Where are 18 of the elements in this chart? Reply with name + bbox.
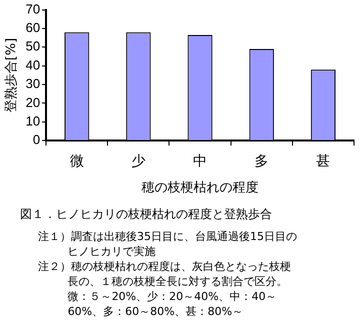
x-tick-label: 少 [131,154,146,170]
y-tick-label: 50 [26,38,40,54]
text: 注２）穂の枝梗枯れの程度は、灰白色となった枝梗長の、１穂の枝梗全長に対する割合で区分。微：５～20%、少：20～40%、中：40～60%、多：60～80%、甚：80%～ [38,259,292,319]
x-tick-label: 甚 [316,154,330,170]
x-tick-label: 多 [254,154,269,170]
y-tick-label: 20 [26,94,40,110]
y-tick-label: 60 [26,20,40,36]
y-tick-label: 40 [26,57,40,72]
y-axis-title: 登熟歩合[%] [4,38,20,112]
y-tick-label: 70 [26,1,40,16]
x-tick-label: 微 [70,154,84,170]
y-tick-label: 30 [26,76,40,92]
text: 図１．ヒノヒカリの枝梗枯れの程度と登熟歩合 [20,206,273,223]
x-tick-label: 中 [193,154,208,170]
y-tick-label: 0 [32,132,40,148]
text: 注１）調査は出穂後35日目に、台風通過後15日目のヒノヒカリで実施 [38,229,298,259]
x-axis-title: 穂の枝梗枯れの程度 [142,180,259,196]
y-tick-label: 10 [26,113,40,128]
